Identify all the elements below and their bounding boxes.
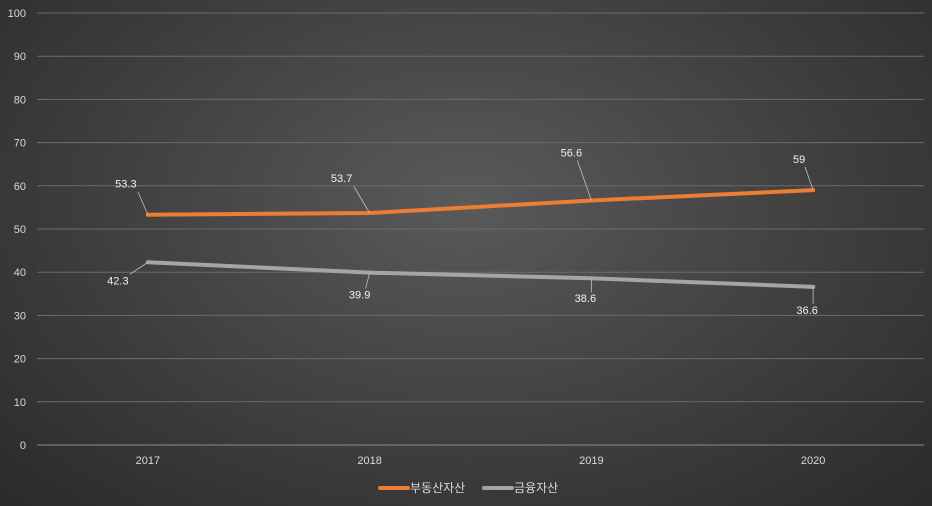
y-tick-label: 0 <box>20 440 26 452</box>
leader-line <box>576 160 592 201</box>
x-axis: 2017 2018 2019 2020 <box>136 455 826 467</box>
y-tick-label: 100 <box>8 8 26 20</box>
data-label: 38.6 <box>575 293 596 305</box>
series-lines <box>145 188 816 289</box>
data-label: 53.7 <box>331 173 352 185</box>
gridlines <box>37 12 924 446</box>
legend-label: 금융자산 <box>514 481 558 495</box>
leader-line <box>353 185 370 214</box>
x-tick-label: 2017 <box>136 455 160 467</box>
x-tick-label: 2019 <box>579 455 603 467</box>
data-label: 59 <box>793 154 805 166</box>
leader-line <box>129 261 149 275</box>
series-line <box>145 260 816 289</box>
legend-label: 부동산자산 <box>410 481 465 495</box>
y-tick-label: 20 <box>14 354 26 366</box>
series-line <box>145 188 816 217</box>
y-tick-label: 60 <box>14 181 26 193</box>
y-tick-label: 50 <box>14 224 26 236</box>
y-tick-label: 70 <box>14 138 26 150</box>
data-label: 36.6 <box>796 305 817 317</box>
data-label: 39.9 <box>349 290 370 302</box>
y-tick-label: 80 <box>14 94 26 106</box>
data-label: 53.3 <box>115 179 136 191</box>
leader-line <box>365 272 371 289</box>
y-tick-label: 30 <box>14 310 26 322</box>
legend: 부동산자산 금융자산 <box>378 481 558 495</box>
x-tick-label: 2018 <box>357 455 381 467</box>
leader-line <box>804 166 814 191</box>
data-labels: 53.3 53.7 56.6 59 42.3 39.9 38.6 36.6 <box>107 147 818 316</box>
x-tick-label: 2020 <box>801 455 825 467</box>
y-tick-label: 40 <box>14 267 26 279</box>
y-tick-label: 10 <box>14 397 26 409</box>
y-axis: 0 10 20 30 40 50 60 70 80 90 100 <box>8 8 26 452</box>
data-label: 56.6 <box>561 147 582 159</box>
y-tick-label: 90 <box>14 51 26 63</box>
leader-line <box>137 191 149 215</box>
data-label: 42.3 <box>107 275 128 287</box>
